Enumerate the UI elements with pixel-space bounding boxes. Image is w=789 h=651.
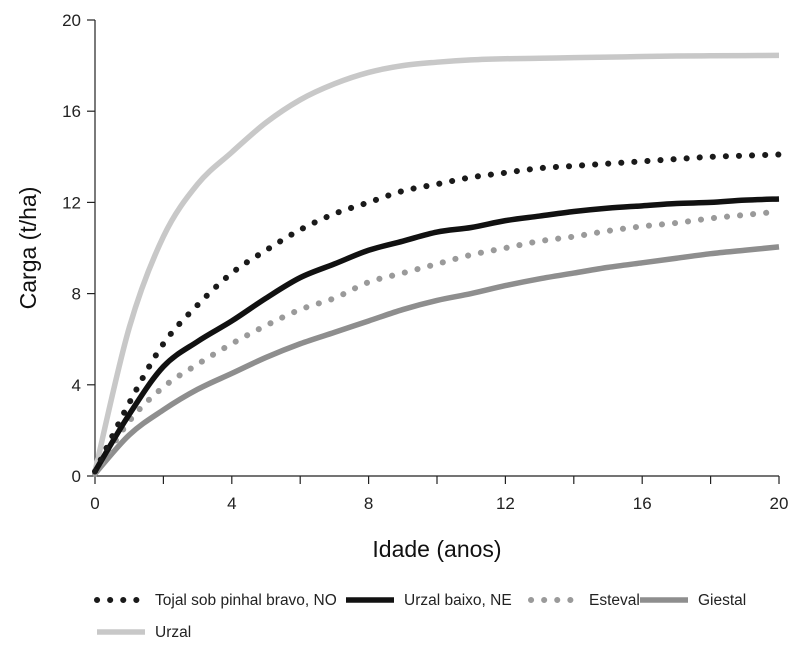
x-tick-label: 4 (227, 494, 236, 513)
x-tick-label: 20 (770, 494, 789, 513)
legend-item-giestal: Giestal (640, 592, 746, 609)
axes: 0 4 8 12 16 20 0 4 8 12 16 20 Idade (anos) Carga (t/h… (15, 11, 788, 562)
y-tick-label: 0 (72, 467, 81, 486)
legend-item-urzal: Urzal (97, 624, 191, 641)
x-tick-label: 0 (90, 494, 99, 513)
legend-label: Urzal baixo, NE (404, 592, 512, 609)
series-line-tojal-sob-pinhal-bravo-no (92, 151, 782, 475)
series-line-urzal-baixo-ne (92, 196, 780, 473)
y-tick-label: 20 (62, 11, 81, 30)
legend-item-tojal-sob-pinhal-bravo-no: Tojal sob pinhal bravo, NO (94, 592, 337, 609)
x-tick-label: 16 (633, 494, 652, 513)
y-tick-label: 12 (62, 193, 81, 212)
series-lines (92, 52, 782, 477)
y-tick-label: 4 (72, 376, 81, 395)
legend-label: Esteval (589, 592, 640, 609)
x-tick-label: 12 (496, 494, 515, 513)
legend-label: Tojal sob pinhal bravo, NO (155, 592, 337, 609)
y-axis-title: Carga (t/ha) (15, 187, 41, 310)
x-axis-title: Idade (anos) (372, 536, 501, 562)
series-line-urzal (92, 52, 780, 473)
legend: Tojal sob pinhal bravo, NO Urzal baixo, N… (94, 592, 746, 641)
series-line-giestal (92, 244, 780, 476)
legend-item-esteval: Esteval (528, 592, 640, 609)
legend-label: Urzal (155, 624, 191, 641)
y-tick-label: 8 (72, 285, 81, 304)
legend-item-urzal-baixo-ne: Urzal baixo, NE (346, 592, 512, 609)
legend-label: Giestal (698, 592, 746, 609)
x-tick-label: 8 (364, 494, 373, 513)
y-tick-label: 16 (62, 102, 81, 121)
